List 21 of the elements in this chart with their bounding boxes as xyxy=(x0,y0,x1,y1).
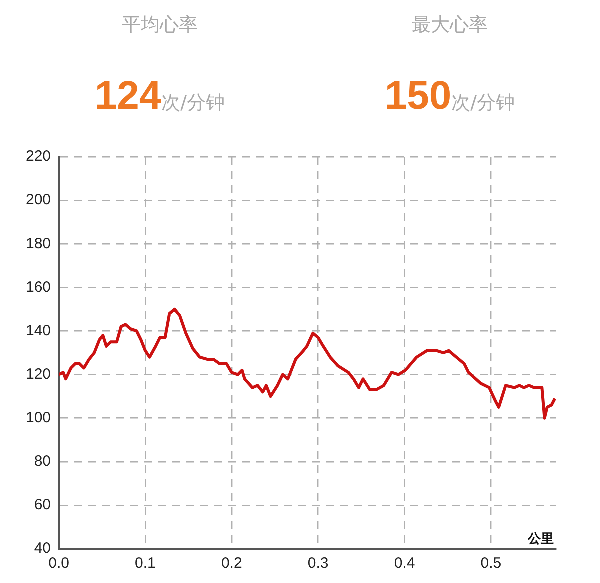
y-tick-label: 200 xyxy=(26,192,52,209)
x-tick-label: 0.3 xyxy=(308,555,329,572)
x-tick-label: 0.0 xyxy=(48,555,70,572)
y-tick-label: 180 xyxy=(26,235,52,252)
x-axis-title: 公里 xyxy=(527,532,554,547)
text: 150次/分钟 xyxy=(384,74,516,119)
x-tick-label: 0.4 xyxy=(394,555,416,572)
y-tick-label: 140 xyxy=(26,322,52,340)
x-tick-label: 0.1 xyxy=(135,555,156,572)
text: 124次/分钟 xyxy=(94,74,226,119)
y-tick-label: 100 xyxy=(26,409,52,426)
y-tick-label: 160 xyxy=(26,278,52,296)
x-tick-label: 0.2 xyxy=(221,555,242,572)
y-tick-label: 60 xyxy=(34,496,52,514)
y-tick-label: 40 xyxy=(34,540,52,558)
y-tick-label: 120 xyxy=(26,366,52,383)
text: 最大心率 xyxy=(411,13,489,38)
text: 平均心率 xyxy=(121,13,199,38)
y-tick-label: 80 xyxy=(34,453,52,470)
x-tick-label: 0.5 xyxy=(480,555,502,572)
y-tick-label: 220 xyxy=(26,148,52,166)
